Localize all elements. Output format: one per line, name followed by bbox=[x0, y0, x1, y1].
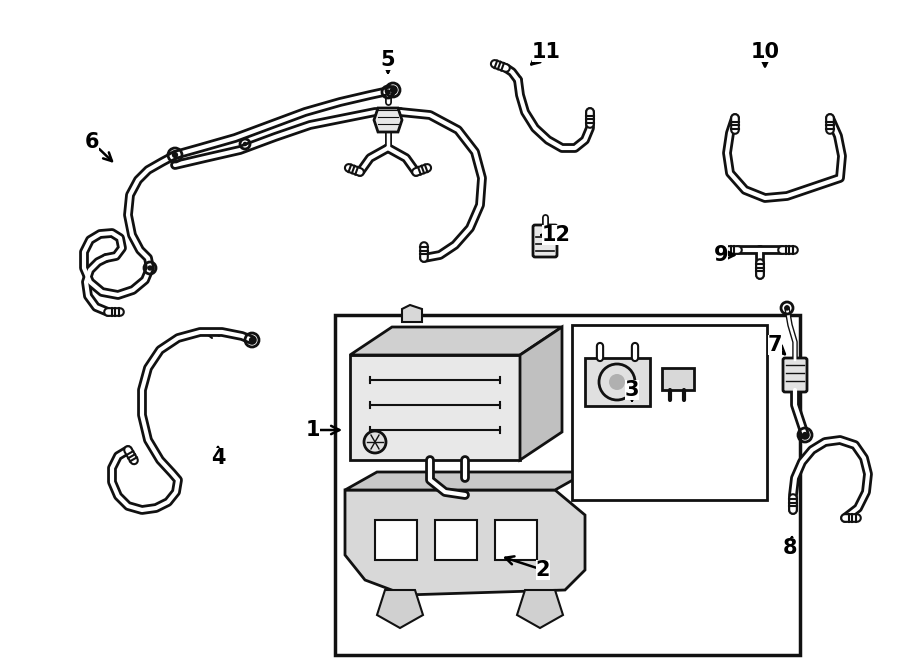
Text: 2: 2 bbox=[505, 556, 550, 580]
Bar bbox=[350, 355, 520, 460]
Text: 1: 1 bbox=[306, 420, 339, 440]
Bar bbox=[335, 315, 800, 655]
Text: 10: 10 bbox=[751, 42, 779, 66]
Polygon shape bbox=[402, 305, 422, 322]
Text: 11: 11 bbox=[531, 42, 561, 64]
Circle shape bbox=[784, 305, 789, 310]
Text: 7: 7 bbox=[768, 335, 785, 355]
Bar bbox=[435, 520, 477, 560]
Polygon shape bbox=[345, 490, 585, 595]
Circle shape bbox=[385, 89, 391, 95]
Circle shape bbox=[390, 87, 396, 93]
Text: 6: 6 bbox=[85, 132, 112, 161]
Circle shape bbox=[802, 432, 808, 438]
FancyBboxPatch shape bbox=[533, 225, 557, 257]
Circle shape bbox=[148, 265, 153, 271]
Polygon shape bbox=[374, 108, 402, 132]
Polygon shape bbox=[520, 327, 562, 460]
Circle shape bbox=[609, 374, 625, 390]
Bar bbox=[495, 520, 537, 560]
Polygon shape bbox=[350, 327, 562, 355]
Circle shape bbox=[172, 152, 178, 158]
Bar bbox=[572, 325, 767, 500]
Circle shape bbox=[243, 142, 248, 146]
Circle shape bbox=[248, 337, 256, 343]
Text: 9: 9 bbox=[714, 245, 734, 265]
Text: 8: 8 bbox=[783, 537, 797, 558]
Text: 12: 12 bbox=[542, 225, 571, 245]
FancyBboxPatch shape bbox=[783, 358, 807, 392]
Circle shape bbox=[364, 431, 386, 453]
Polygon shape bbox=[517, 590, 563, 628]
Text: 5: 5 bbox=[381, 50, 395, 72]
Bar bbox=[375, 520, 417, 560]
Text: 4: 4 bbox=[211, 447, 225, 468]
Polygon shape bbox=[345, 472, 587, 490]
Bar bbox=[662, 368, 694, 390]
Text: 3: 3 bbox=[625, 380, 639, 401]
Polygon shape bbox=[377, 590, 423, 628]
Bar bbox=[585, 358, 650, 406]
